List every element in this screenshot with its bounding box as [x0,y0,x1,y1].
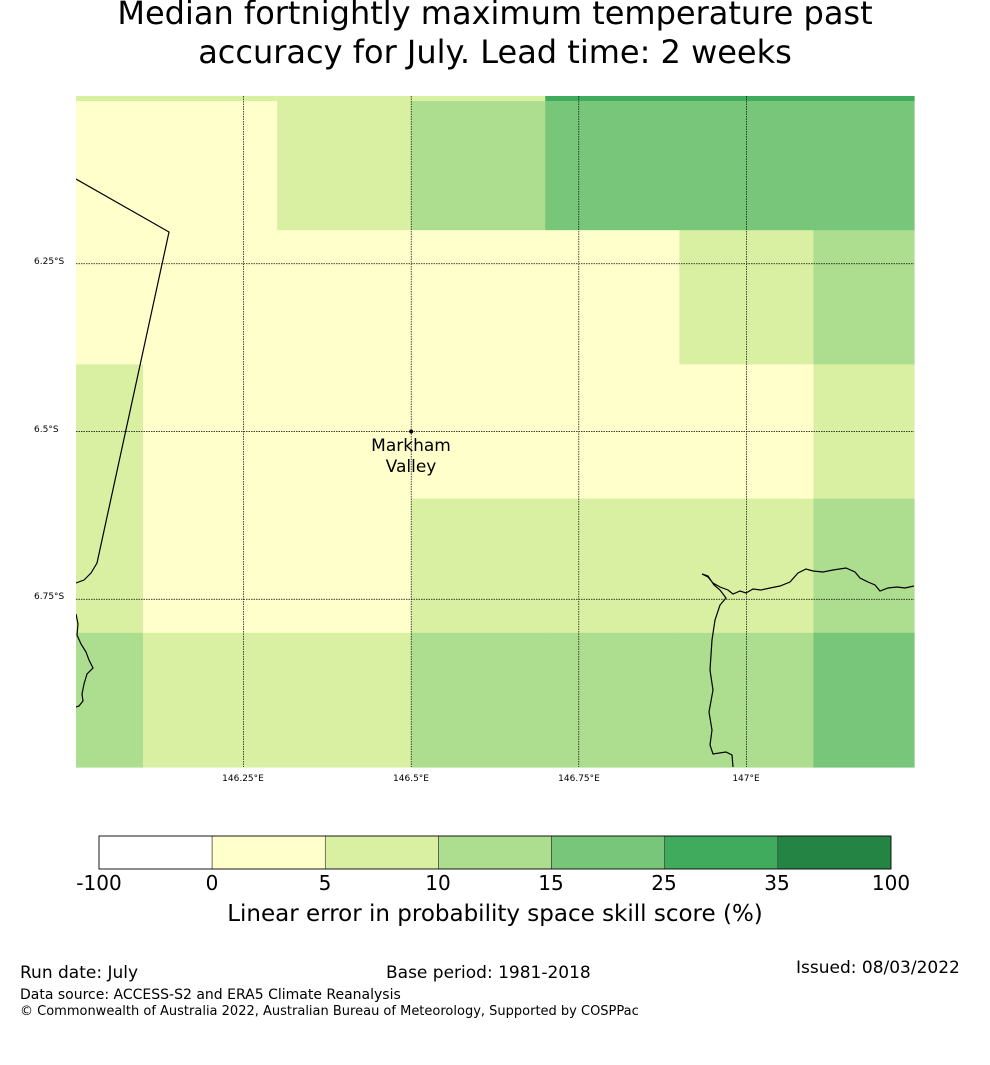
colorbar-tick-label: 10 [425,871,451,895]
colorbar-tick-label: -100 [76,871,122,895]
skill-grid-cell [813,498,915,634]
markham-valley-marker [409,429,414,434]
lat-label-6-25: 6.25°S [34,257,65,267]
colorbar-segment [664,835,779,870]
skill-grid-cell [679,96,815,231]
skill-grid-cell [411,632,546,768]
lat-label-6-75: 6.75°S [34,592,65,602]
title-line-2: accuracy for July. Lead time: 2 weeks [198,33,792,71]
colorbar-label: Linear error in probability space skill … [227,901,763,927]
skill-grid-cell [277,230,412,365]
colorbar-frame [98,835,892,870]
skill-grid-cell [76,96,144,231]
west-coastline [76,613,94,708]
colorbar-tick-label: 100 [871,871,911,895]
lat-label-6-5: 6.5°S [34,425,59,435]
border-line [76,178,170,584]
run-date: Run date: July [20,963,139,983]
lon-label-146-25: 146.25°E [222,774,264,784]
skill-grid-cell [679,632,815,768]
colorbar-segment [211,835,326,870]
skill-grid-cell [277,96,412,231]
colorbar [98,835,892,870]
skill-grid-cell [813,96,915,231]
skill-grid-cell [143,230,278,365]
skill-grid-cell [411,96,546,231]
skill-grid-cell [76,230,144,365]
skill-grid-cell [545,96,915,101]
colorbar-segment [777,835,892,870]
skill-grid-cell [545,230,680,365]
skill-grid-cell [277,498,412,634]
skill-grid-cell [411,498,546,634]
skill-grid-cell [545,96,680,231]
colorbar-tick-label: 5 [318,871,332,895]
issued-date: Issued: 08/03/2022 [796,958,960,978]
skill-grid-cell [143,498,278,634]
skill-grid-cell [545,632,680,768]
place-label: Markham Valley [371,436,451,478]
skill-grid-cell [411,230,546,365]
lon-label-146-5: 146.5°E [393,774,429,784]
base-period: Base period: 1981-2018 [386,963,591,983]
colorbar-segment [98,835,213,870]
lon-label-146-75: 146.75°E [558,774,600,784]
colorbar-segment [438,835,552,870]
skill-grid-cell [76,96,278,101]
skill-grid-cell [679,230,815,365]
place-name-line-2: Valley [385,457,437,477]
skill-grid-cell [545,498,680,634]
skill-grid-cell [76,498,144,634]
skill-grid-cell [545,364,680,500]
data-source: Data source: ACCESS-S2 and ERA5 Climate … [20,987,401,1003]
colorbar-segment [551,835,666,870]
lon-label-147: 147°E [732,774,760,784]
coastline [76,178,914,767]
skill-grid-cell [143,632,278,768]
skill-grid-cell [813,230,915,365]
skill-grid-cell [143,96,278,231]
colorbar-tick-label: 35 [764,871,790,895]
title-line-1: Median fortnightly maximum temperature p… [117,0,873,32]
huon-gulf-coastline [701,567,914,767]
skill-grid-cell [277,632,412,768]
map-title: Median fortnightly maximum temperature p… [0,0,990,72]
skill-grid-cell [813,632,915,768]
colorbar-tick-label: 15 [538,871,564,895]
place-name-line-1: Markham [371,436,451,456]
colorbar-tick-label: 0 [205,871,219,895]
colorbar-segment [324,835,439,870]
skill-grid-cells [76,96,915,768]
skill-grid-cell [143,364,278,500]
colorbar-tick-label: 25 [651,871,677,895]
copyright: © Commonwealth of Australia 2022, Austra… [20,1004,639,1019]
